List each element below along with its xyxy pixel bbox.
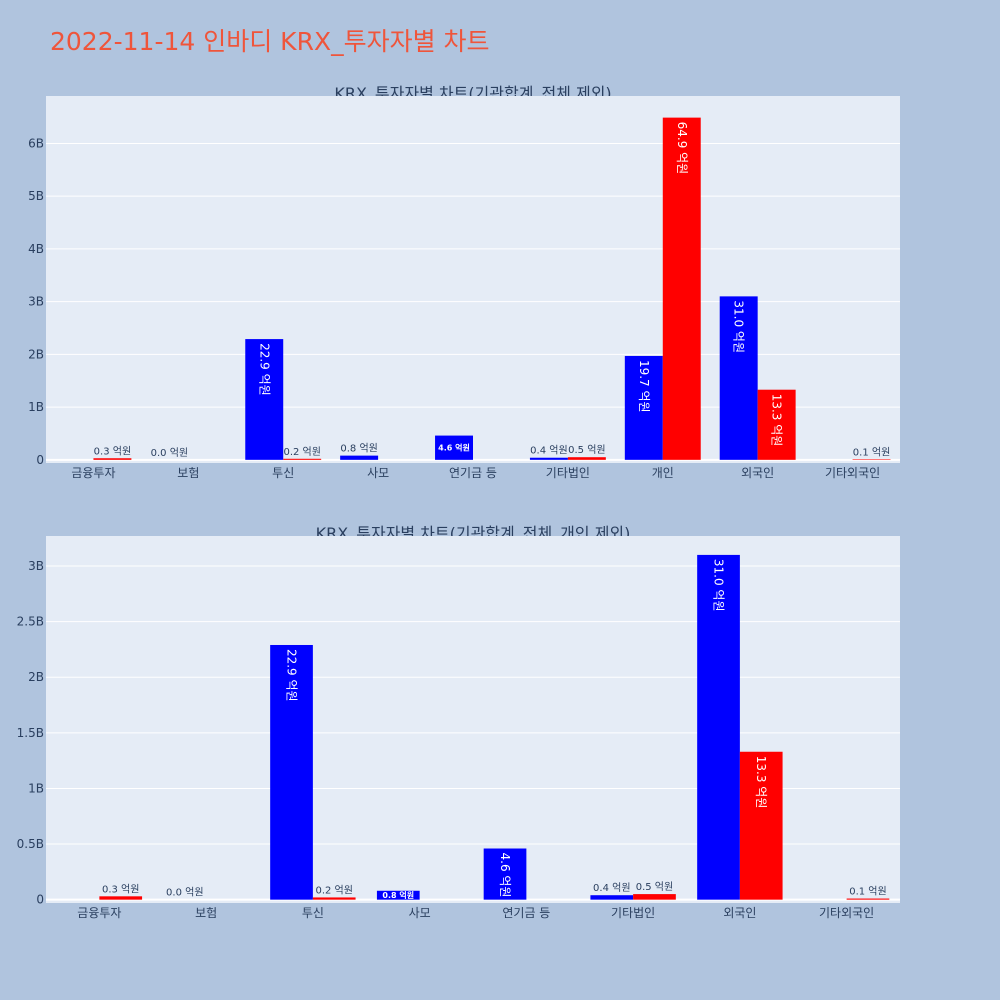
data-label: 0.4 억원 bbox=[530, 445, 567, 457]
bar bbox=[567, 457, 606, 460]
x-tick-label: 보험 bbox=[195, 906, 217, 920]
data-label: 13.3 억원 bbox=[770, 394, 784, 447]
data-label: 22.9 억원 bbox=[285, 649, 299, 702]
bar bbox=[590, 895, 634, 900]
y-tick-label: 2B bbox=[28, 670, 44, 684]
data-label: 0.3 억원 bbox=[94, 445, 131, 457]
x-tick-label: 사모 bbox=[367, 466, 389, 480]
x-tick-label: 투신 bbox=[272, 466, 294, 480]
y-tick-label: 5B bbox=[28, 189, 44, 203]
y-tick-label: 2B bbox=[28, 347, 44, 361]
x-tick-label: 외국인 bbox=[741, 466, 774, 480]
data-label: 0.2 억원 bbox=[315, 884, 352, 896]
y-tick-label: 1B bbox=[28, 781, 44, 795]
bar bbox=[719, 296, 758, 460]
data-label: 31.0 억원 bbox=[712, 559, 726, 612]
x-tick-label: 금융투자 bbox=[77, 906, 121, 920]
data-label: 31.0 억원 bbox=[732, 300, 746, 353]
x-tick-label: 금융투자 bbox=[71, 466, 115, 480]
data-label: 0.2 억원 bbox=[283, 446, 320, 458]
data-label: 64.9 억원 bbox=[675, 122, 689, 175]
x-tick-label: 개인 bbox=[652, 466, 674, 480]
data-label: 0.5 억원 bbox=[568, 444, 605, 456]
bar bbox=[633, 894, 676, 900]
bar bbox=[245, 339, 284, 460]
x-tick-label: 연기금 등 bbox=[449, 466, 497, 480]
x-tick-label: 외국인 bbox=[723, 906, 756, 920]
x-tick-label: 기타외국인 bbox=[819, 906, 874, 920]
bar bbox=[662, 117, 701, 460]
data-label: 0.1 억원 bbox=[849, 886, 886, 898]
data-label: 0.0 억원 bbox=[166, 887, 203, 899]
data-label: 4.6 억원 bbox=[498, 853, 512, 898]
data-label: 4.6 억원 bbox=[438, 443, 470, 453]
y-tick-label: 0.5B bbox=[17, 837, 44, 851]
data-label: 0.3 억원 bbox=[102, 883, 139, 895]
y-tick-label: 4B bbox=[28, 242, 44, 256]
x-tick-label: 기타법인 bbox=[611, 906, 655, 920]
data-label: 0.5 억원 bbox=[636, 881, 673, 893]
bar bbox=[376, 890, 420, 900]
x-tick-label: 사모 bbox=[409, 906, 431, 920]
bar bbox=[529, 457, 568, 460]
bar bbox=[846, 898, 890, 900]
data-label: 19.7 억원 bbox=[637, 360, 651, 413]
bar bbox=[340, 455, 379, 460]
bar bbox=[697, 554, 740, 900]
x-tick-label: 기타법인 bbox=[546, 466, 590, 480]
y-tick-label: 3B bbox=[28, 295, 44, 309]
bar bbox=[270, 644, 313, 900]
data-label: 22.9 억원 bbox=[257, 343, 271, 396]
data-label: 0.4 억원 bbox=[593, 882, 630, 894]
bar bbox=[852, 459, 891, 460]
bar bbox=[757, 389, 796, 460]
y-tick-label: 2.5B bbox=[17, 615, 44, 629]
bar bbox=[483, 848, 527, 900]
bar bbox=[312, 897, 356, 900]
bar bbox=[435, 435, 473, 460]
x-tick-label: 투신 bbox=[302, 906, 324, 920]
x-tick-label: 기타외국인 bbox=[825, 466, 880, 480]
data-label: 0.8 억원 bbox=[382, 890, 414, 900]
bar bbox=[624, 355, 663, 460]
bar bbox=[739, 751, 783, 900]
y-tick-label: 1.5B bbox=[17, 726, 44, 740]
y-tick-label: 6B bbox=[28, 136, 44, 150]
data-label: 0.8 억원 bbox=[340, 443, 377, 455]
y-tick-label: 0 bbox=[36, 893, 44, 907]
y-tick-label: 1B bbox=[28, 400, 44, 414]
bar bbox=[99, 896, 143, 900]
page-title: 2022-11-14 인바디 KRX_투자자별 차트 bbox=[50, 27, 490, 56]
y-tick-label: 0 bbox=[36, 453, 44, 467]
bar bbox=[93, 458, 132, 460]
data-label: 13.3 억원 bbox=[754, 756, 768, 809]
data-label: 0.0 억원 bbox=[151, 447, 188, 459]
data-label: 0.1 억원 bbox=[853, 446, 890, 458]
x-tick-label: 연기금 등 bbox=[502, 906, 550, 920]
bar bbox=[283, 458, 322, 460]
x-tick-label: 보험 bbox=[177, 466, 199, 480]
y-tick-label: 3B bbox=[28, 559, 44, 573]
